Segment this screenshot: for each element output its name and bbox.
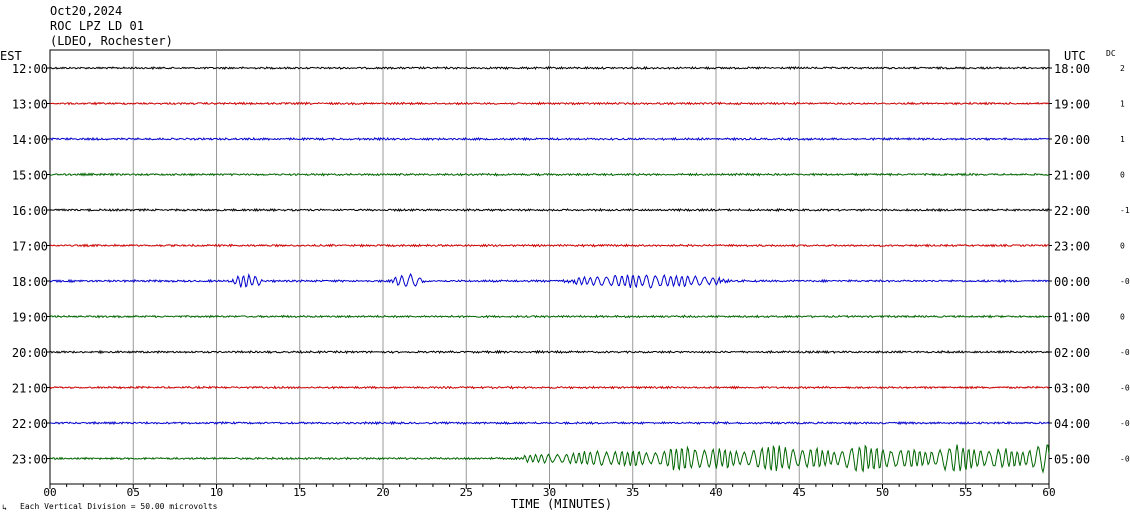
utc-row-label: 04:00 [1054, 417, 1090, 431]
utc-row-label: 05:00 [1054, 453, 1090, 467]
dc-value: -0 [1120, 384, 1130, 393]
station-label: ROC LPZ LD 01 [50, 19, 144, 33]
x-tick-label: 20 [376, 486, 389, 499]
seismic-trace [49, 172, 1050, 177]
utc-row-label: 18:00 [1054, 62, 1090, 76]
utc-row-label: 19:00 [1054, 98, 1090, 112]
seismic-trace [49, 314, 1050, 319]
dc-value: 1 [1120, 100, 1125, 109]
x-tick-label: 25 [460, 486, 473, 499]
seismic-trace [49, 349, 1050, 355]
scale-footnote: Each Vertical Division = 50.00 microvolt… [20, 502, 218, 511]
seismic-trace [49, 136, 1050, 142]
seismic-trace [49, 444, 1050, 474]
est-row-label: 17:00 [12, 240, 48, 254]
utc-row-label: 21:00 [1054, 169, 1090, 183]
dc-value: 1 [1120, 135, 1125, 144]
dc-value: 0 [1120, 171, 1125, 180]
est-row-label: 15:00 [12, 169, 48, 183]
dc-value: -0 [1120, 348, 1130, 357]
est-row-label: 21:00 [12, 382, 48, 396]
date-label: Oct20,2024 [50, 4, 123, 18]
utc-row-label: 00:00 [1054, 275, 1090, 289]
dc-value: -1 [1120, 206, 1130, 215]
utc-row-label: 20:00 [1054, 133, 1090, 147]
x-tick-label: 45 [793, 486, 806, 499]
utc-row-label: 01:00 [1054, 311, 1090, 325]
dc-value: 0 [1120, 313, 1125, 322]
dc-value: -0 [1120, 455, 1130, 464]
seismic-trace [49, 385, 1050, 390]
utc-row-label: 23:00 [1054, 240, 1090, 254]
x-tick-label: 30 [543, 486, 556, 499]
est-row-label: 23:00 [12, 453, 48, 467]
instrument-icon: ↳ [2, 503, 7, 512]
x-tick-label: 55 [959, 486, 972, 499]
utc-row-label: 03:00 [1054, 382, 1090, 396]
x-axis-label: TIME (MINUTES) [511, 497, 612, 511]
dc-value: -0 [1120, 419, 1130, 428]
x-tick-label: 00 [43, 486, 56, 499]
est-row-label: 22:00 [12, 417, 48, 431]
est-row-label: 19:00 [12, 311, 48, 325]
dc-value: 2 [1120, 64, 1125, 73]
x-tick-label: 40 [709, 486, 722, 499]
x-tick-label: 50 [876, 486, 889, 499]
x-tick-label: 60 [1042, 486, 1055, 499]
dc-value: -0 [1120, 277, 1130, 286]
est-row-label: 14:00 [12, 133, 48, 147]
seismic-trace [49, 420, 1050, 426]
est-row-label: 13:00 [12, 98, 48, 112]
network-label: (LDEO, Rochester) [50, 34, 173, 48]
est-row-label: 16:00 [12, 204, 48, 218]
x-tick-label: 05 [127, 486, 140, 499]
dc-label: DC [1106, 49, 1116, 58]
est-row-label: 20:00 [12, 346, 48, 360]
est-axis-label: EST [0, 49, 22, 63]
utc-axis-label: UTC [1064, 49, 1086, 63]
utc-row-label: 22:00 [1054, 204, 1090, 218]
utc-row-label: 02:00 [1054, 346, 1090, 360]
seismic-trace [49, 272, 1050, 289]
x-tick-label: 10 [210, 486, 223, 499]
dc-value: 0 [1120, 242, 1125, 251]
seismic-trace [49, 101, 1050, 106]
seismic-trace [49, 65, 1050, 71]
x-tick-label: 15 [293, 486, 306, 499]
est-row-label: 18:00 [12, 275, 48, 289]
x-tick-label: 35 [626, 486, 639, 499]
seismic-trace [49, 207, 1050, 213]
est-row-label: 12:00 [12, 62, 48, 76]
seismic-trace [49, 243, 1050, 248]
